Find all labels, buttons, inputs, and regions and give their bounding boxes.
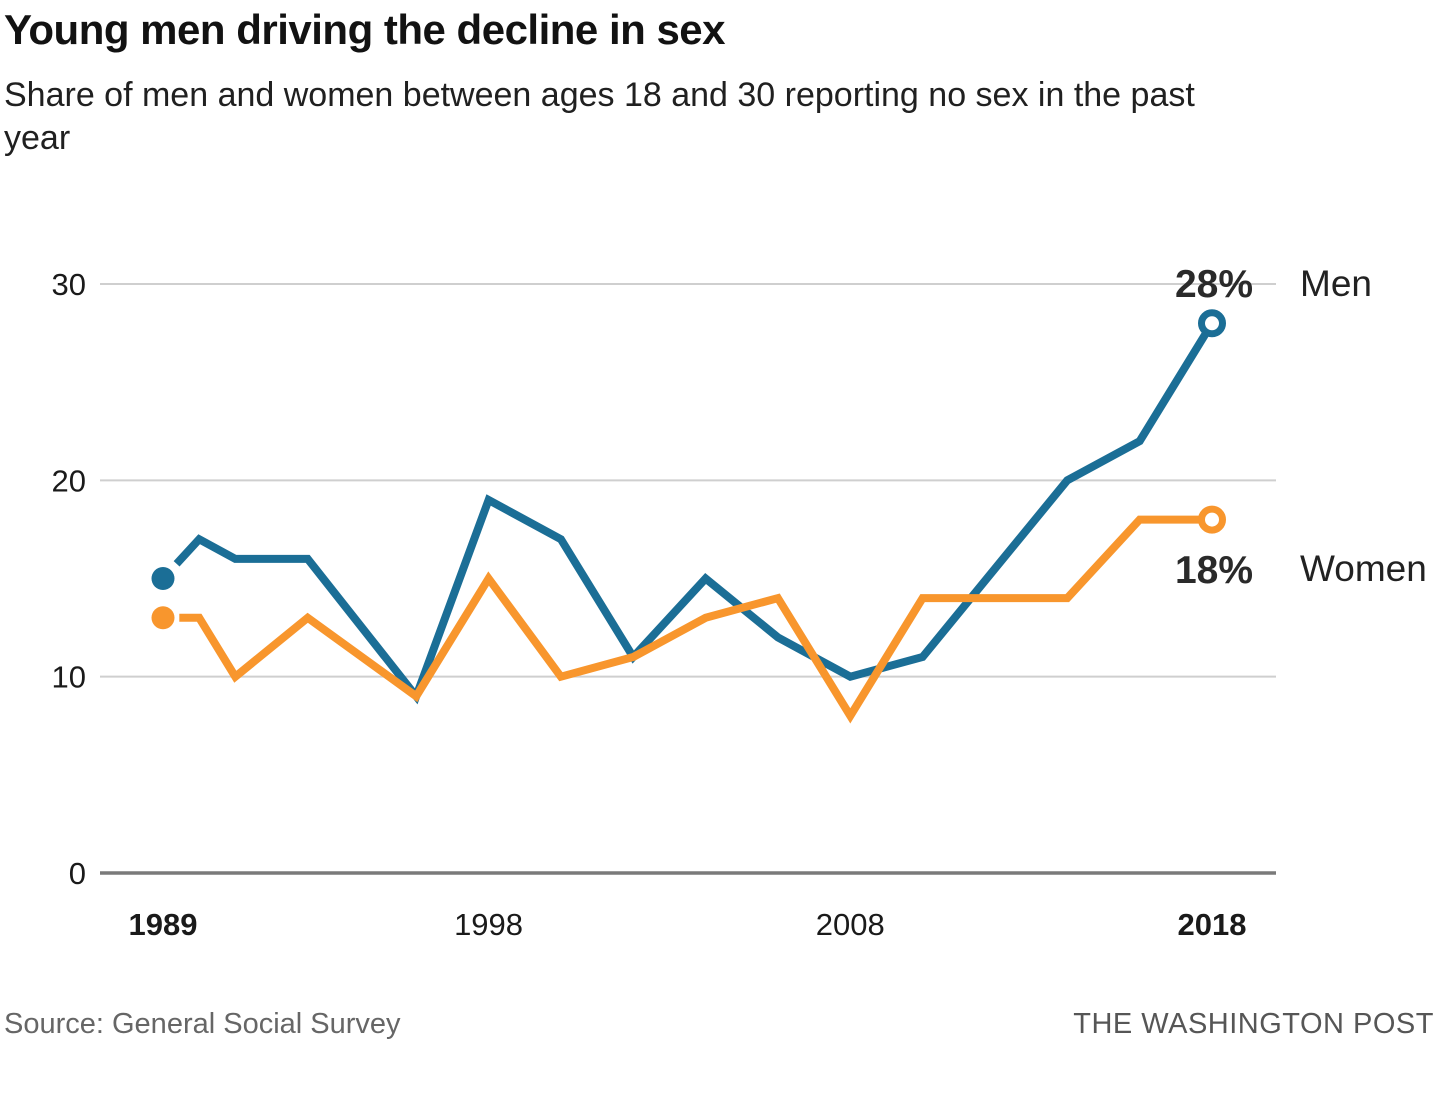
y-tick-label-10: 10: [52, 660, 86, 695]
women-end-circle: [1198, 505, 1226, 534]
x-tick-label-1989: 1989: [129, 907, 198, 942]
men-end-circle: [1198, 309, 1226, 338]
x-tick-label-1998: 1998: [454, 907, 523, 942]
subtitle-line-2: year: [4, 119, 71, 157]
x-tick-label-2008: 2008: [816, 907, 885, 942]
women-value-label: 18%: [1175, 549, 1253, 592]
x-tick-label-2018: 2018: [1178, 907, 1247, 942]
publisher-credit: THE WASHINGTON POST: [1073, 1008, 1434, 1040]
chart-subtitle: Share of men and women between ages 18 a…: [4, 74, 1404, 160]
source-note: Source: General Social Survey: [4, 1008, 401, 1040]
men-line: [173, 321, 1216, 705]
page-title: Young men driving the decline in sex: [4, 6, 726, 53]
men-value-label: 28%: [1175, 263, 1253, 306]
men-start-dot: [151, 567, 175, 590]
women-start-dot: [151, 606, 175, 630]
women-series-label: Women: [1300, 548, 1427, 589]
y-tick-label-20: 20: [52, 463, 86, 498]
men-series-label: Men: [1300, 263, 1372, 304]
y-tick-label-0: 0: [69, 856, 86, 891]
women-line: [179, 515, 1212, 724]
y-tick-label-30: 30: [52, 267, 86, 302]
subtitle-line-1: Share of men and women between ages 18 a…: [4, 76, 1195, 114]
